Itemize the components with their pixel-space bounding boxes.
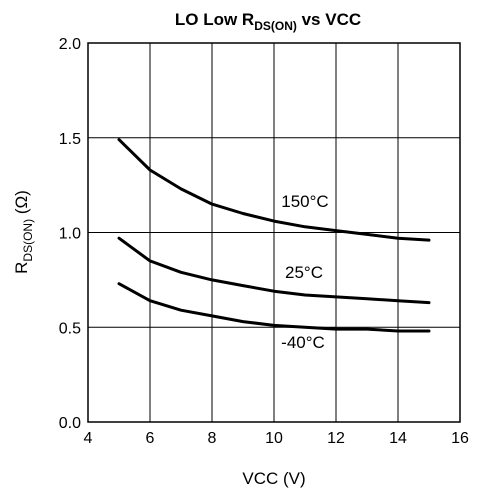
x-tick-label: 4 (84, 430, 93, 447)
plot-frame (87, 42, 461, 423)
series-label-0: 150°C (281, 192, 328, 211)
y-axis-title: RDS(ON) (Ω) (12, 190, 35, 274)
series-line-1 (117, 236, 431, 305)
y-tick-label: 1.5 (59, 131, 81, 148)
chart-title-prefix: LO Low R (175, 10, 254, 29)
series-layer (117, 138, 431, 333)
x-tick-label: 14 (389, 430, 407, 447)
chart-title: LO Low RDS(ON) vs VCC (175, 10, 361, 33)
y-tick-label: 0.0 (59, 415, 81, 432)
y-axis-title-suffix: (Ω) (12, 190, 31, 219)
x-tick-label: 10 (265, 430, 283, 447)
y-tick-label: 2.0 (59, 36, 81, 53)
y-tick-label: 1.0 (59, 226, 81, 243)
series-label-2: -40°C (281, 333, 325, 352)
x-tick-label: 12 (327, 430, 345, 447)
grid (88, 43, 460, 422)
series-label-1: 25°C (285, 263, 323, 282)
series-line-0 (117, 138, 431, 242)
series-line-2 (117, 282, 431, 333)
tick-labels: 4 6 8 10 12 14 16 0.0 0.5 1.0 1.5 2.0 (59, 36, 469, 447)
chart-title-subscript: DS(ON) (254, 19, 297, 33)
y-axis-title-prefix: R (12, 262, 31, 274)
x-axis-title: VCC (V) (242, 469, 305, 488)
x-tick-label: 8 (208, 430, 217, 447)
x-tick-label: 6 (146, 430, 155, 447)
x-tick-label: 16 (451, 430, 469, 447)
y-tick-label: 0.5 (59, 320, 81, 337)
chart-title-suffix: vs VCC (297, 10, 361, 29)
y-axis-title-subscript: DS(ON) (21, 219, 35, 262)
series-labels: 150°C 25°C -40°C (281, 192, 329, 352)
